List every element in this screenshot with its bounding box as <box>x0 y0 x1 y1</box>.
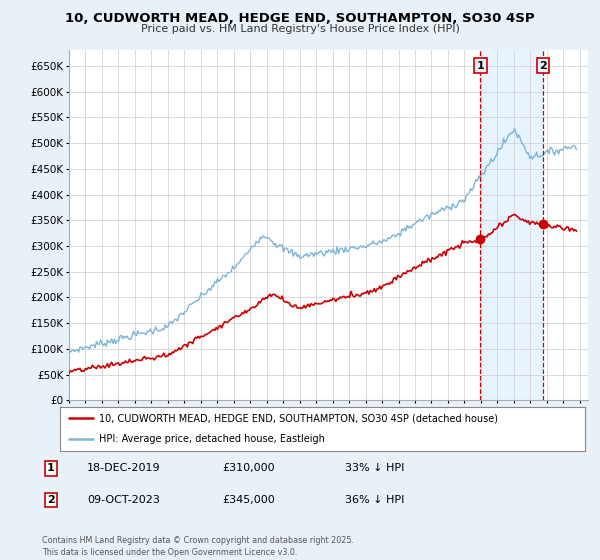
Text: 2: 2 <box>47 495 55 505</box>
Text: 10, CUDWORTH MEAD, HEDGE END, SOUTHAMPTON, SO30 4SP: 10, CUDWORTH MEAD, HEDGE END, SOUTHAMPTO… <box>65 12 535 25</box>
Text: 09-OCT-2023: 09-OCT-2023 <box>87 495 160 505</box>
Text: 10, CUDWORTH MEAD, HEDGE END, SOUTHAMPTON, SO30 4SP (detached house): 10, CUDWORTH MEAD, HEDGE END, SOUTHAMPTO… <box>100 413 499 423</box>
Text: 2: 2 <box>539 61 547 71</box>
Text: Price paid vs. HM Land Registry's House Price Index (HPI): Price paid vs. HM Land Registry's House … <box>140 24 460 34</box>
Text: 1: 1 <box>47 463 55 473</box>
Text: 36% ↓ HPI: 36% ↓ HPI <box>345 495 404 505</box>
Text: Contains HM Land Registry data © Crown copyright and database right 2025.
This d: Contains HM Land Registry data © Crown c… <box>42 536 354 557</box>
Text: 18-DEC-2019: 18-DEC-2019 <box>87 463 161 473</box>
Text: £345,000: £345,000 <box>222 495 275 505</box>
Text: 1: 1 <box>476 61 484 71</box>
Text: HPI: Average price, detached house, Eastleigh: HPI: Average price, detached house, East… <box>100 433 325 444</box>
Text: £310,000: £310,000 <box>222 463 275 473</box>
Bar <box>480 50 543 400</box>
Text: 33% ↓ HPI: 33% ↓ HPI <box>345 463 404 473</box>
